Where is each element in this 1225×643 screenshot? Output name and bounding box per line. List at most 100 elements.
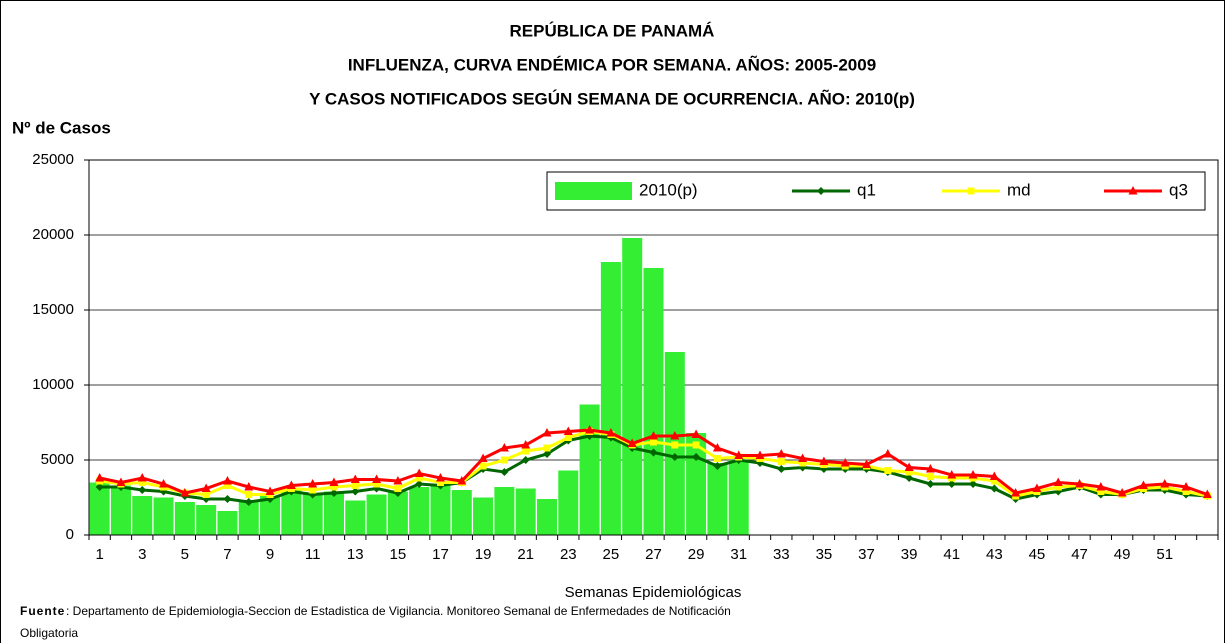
point (138, 479, 146, 486)
point (606, 428, 616, 437)
bar (473, 497, 494, 535)
point (245, 491, 253, 498)
point (138, 486, 147, 494)
point (1138, 480, 1148, 489)
bar (430, 485, 451, 535)
bar (260, 496, 281, 535)
point (1053, 477, 1063, 486)
point (649, 448, 658, 457)
bar (323, 491, 344, 535)
x-tick-label: 5 (181, 546, 189, 563)
x-axis-label: Semanas Epidemiológicas (565, 584, 742, 601)
point (393, 476, 403, 485)
point (649, 431, 658, 440)
point (947, 470, 957, 479)
x-tick-label: 13 (347, 546, 364, 563)
x-tick-label: 25 (603, 546, 620, 563)
bar (238, 502, 259, 535)
point (777, 458, 785, 465)
bar (579, 404, 600, 535)
source-text: Obligatoria (20, 626, 78, 640)
bar (89, 482, 110, 535)
point (776, 449, 786, 458)
point (202, 491, 210, 498)
source-label: Fuente (20, 604, 65, 618)
point (500, 456, 508, 464)
point (521, 456, 530, 464)
x-tick-label: 9 (266, 546, 274, 563)
legend-marker (817, 187, 825, 195)
bar (366, 494, 387, 535)
point (330, 483, 338, 491)
title-line: INFLUENZA, CURVA ENDÉMICA POR SEMANA. AÑ… (348, 54, 876, 74)
point (713, 462, 722, 470)
point (904, 462, 914, 471)
point (542, 428, 552, 437)
x-tick-label: 21 (517, 546, 534, 563)
point (116, 477, 126, 486)
y-axis-label: Nº de Casos (12, 118, 111, 137)
point (223, 482, 231, 489)
bar (536, 499, 558, 535)
point (1032, 483, 1042, 492)
point (585, 425, 595, 434)
point (564, 434, 572, 441)
point (713, 455, 721, 462)
point (968, 470, 978, 479)
point (522, 447, 530, 455)
bar (600, 262, 621, 535)
point (905, 468, 913, 476)
x-tick-label: 15 (390, 546, 407, 563)
x-tick-label: 35 (816, 546, 833, 563)
bar (707, 463, 728, 535)
bar (196, 505, 217, 535)
legend-label: 2010(p) (639, 180, 698, 199)
point (265, 486, 275, 495)
x-tick-label: 31 (730, 546, 747, 563)
point (862, 459, 872, 468)
point (1160, 479, 1170, 488)
x-tick-label: 37 (858, 546, 875, 563)
title-line: Y CASOS NOTIFICADOS SEGÚN SEMANA DE OCUR… (309, 88, 915, 108)
title-line: REPÚBLICA DE PANAMÁ (510, 21, 715, 40)
point (543, 444, 551, 452)
y-tick-label: 25000 (32, 151, 74, 168)
bar (217, 511, 238, 535)
x-tick-label: 43 (986, 546, 1003, 563)
point (394, 485, 402, 492)
bar (622, 238, 643, 535)
bar (515, 488, 536, 535)
bar (281, 490, 302, 535)
point (947, 480, 956, 488)
point (1117, 488, 1127, 497)
point (883, 449, 893, 458)
y-tick-label: 5000 (41, 451, 74, 468)
point (989, 471, 999, 480)
point (1096, 482, 1106, 491)
legend-label: q3 (1169, 180, 1188, 199)
x-tick-label: 3 (138, 546, 146, 563)
x-tick-label: 47 (1071, 546, 1088, 563)
point (478, 453, 488, 462)
point (692, 441, 700, 449)
point (990, 484, 999, 493)
point (990, 477, 998, 485)
source-text: : Departamento de Epidemiologia-Seccion … (66, 604, 731, 618)
point (479, 462, 487, 470)
bar (451, 490, 472, 535)
point (499, 443, 509, 452)
x-tick-label: 27 (645, 546, 662, 563)
point (692, 453, 701, 461)
y-tick-label: 0 (66, 526, 74, 543)
point (95, 483, 104, 491)
point (415, 480, 424, 488)
bar (345, 500, 366, 535)
point (351, 482, 359, 489)
point (286, 480, 296, 489)
bar (558, 470, 579, 535)
point (159, 479, 169, 488)
point (201, 483, 211, 492)
legend-marker (1128, 186, 1138, 195)
plot-frame (88, 159, 1219, 536)
